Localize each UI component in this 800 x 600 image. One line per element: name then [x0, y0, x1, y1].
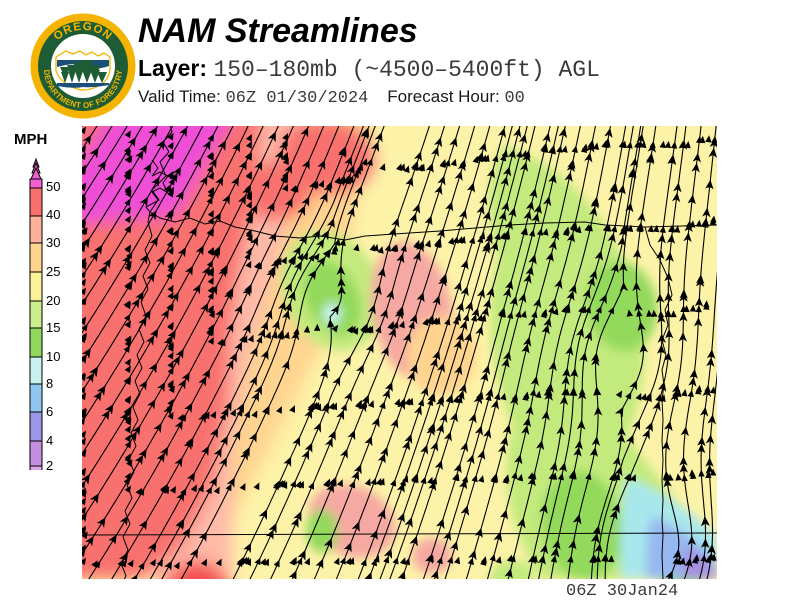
svg-text:4: 4: [46, 433, 53, 448]
svg-text:8: 8: [46, 376, 53, 391]
svg-text:20: 20: [46, 293, 60, 308]
svg-text:2: 2: [46, 458, 53, 470]
svg-text:MPH: MPH: [14, 131, 47, 148]
svg-text:6: 6: [46, 404, 53, 419]
svg-text:10: 10: [46, 349, 60, 364]
svg-text:50: 50: [46, 179, 60, 194]
svg-text:30: 30: [46, 235, 60, 250]
svg-text:40: 40: [46, 207, 60, 222]
svg-text:15: 15: [46, 320, 60, 335]
svg-text:25: 25: [46, 264, 60, 279]
